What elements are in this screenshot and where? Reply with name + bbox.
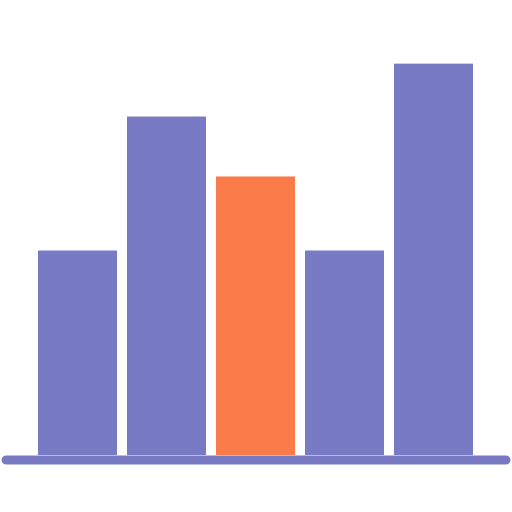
bar: [127, 116, 206, 455]
bar: [38, 250, 117, 455]
bars-group: [38, 63, 473, 456]
bar: [305, 250, 384, 455]
bar-highlighted: [216, 176, 295, 455]
bar: [394, 63, 473, 456]
